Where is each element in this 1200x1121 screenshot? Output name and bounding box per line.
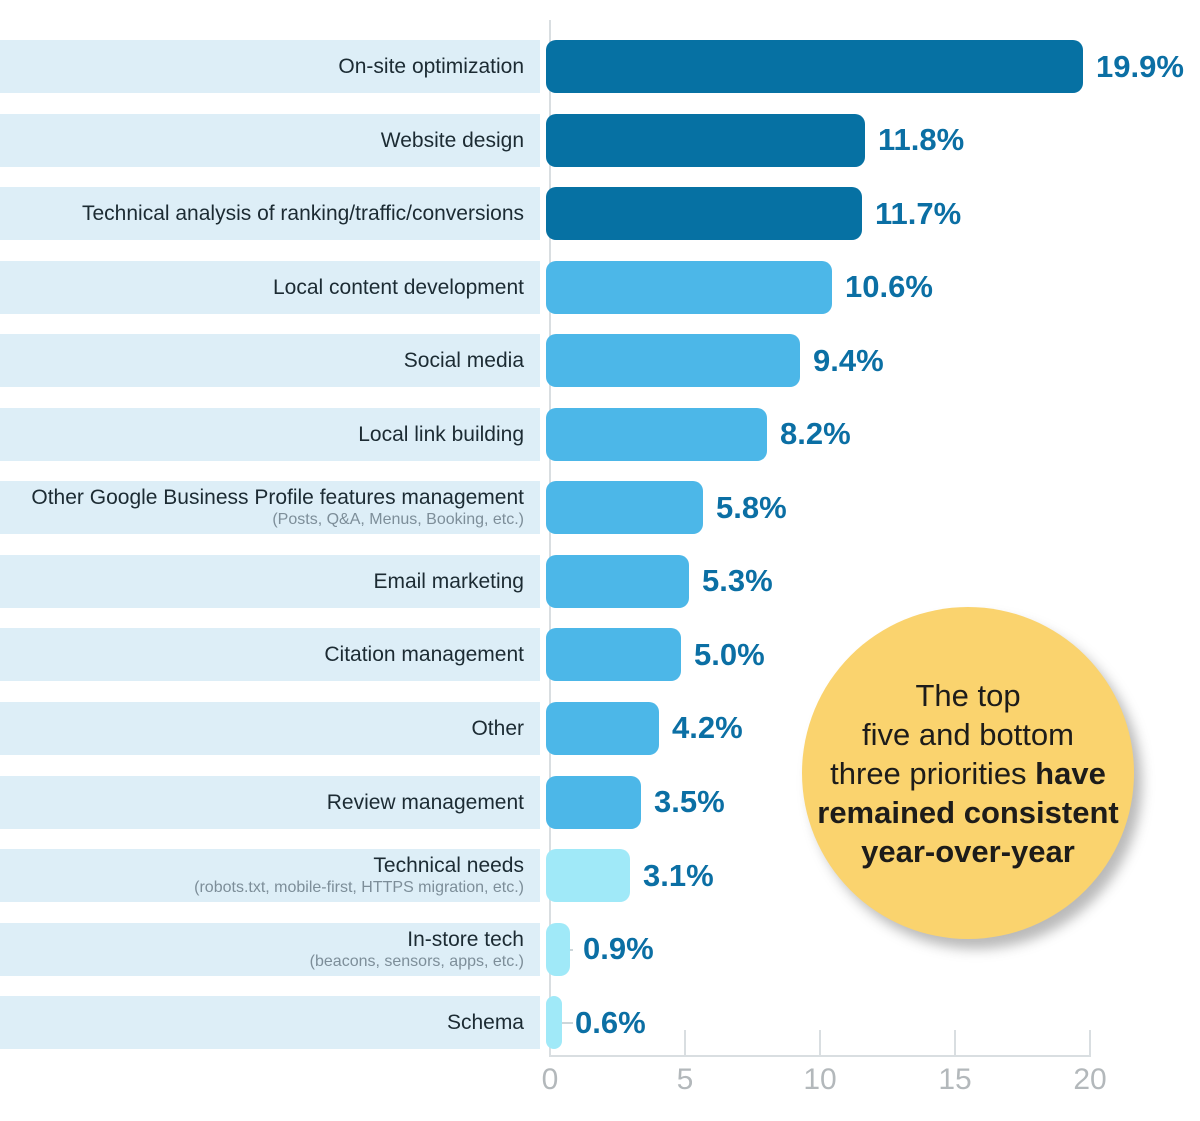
callout-line: remained consistent xyxy=(817,793,1118,832)
chart-row: Website design 11.8% xyxy=(0,113,1200,167)
chart-row: Email marketing 5.3% xyxy=(0,554,1200,608)
callout-line: three priorities have xyxy=(830,754,1106,793)
bar-value-label: 3.5% xyxy=(654,784,725,819)
callout-line: five and bottom xyxy=(862,715,1074,754)
category-label-band: Other Google Business Profile features m… xyxy=(0,481,540,535)
x-axis-tick-label: 5 xyxy=(676,1063,694,1096)
callout-line: year-over-year xyxy=(861,832,1075,871)
bar-value-label: 5.0% xyxy=(694,636,765,672)
bar-value-label: 10.6% xyxy=(845,269,933,305)
x-axis-tick xyxy=(1089,1030,1091,1055)
category-sublabel: (robots.txt, mobile-first, HTTPS migrati… xyxy=(194,879,524,897)
x-axis-tick xyxy=(819,1030,821,1055)
chart-row: Other 4.2% xyxy=(0,701,1200,755)
category-label: Website design xyxy=(380,128,524,152)
category-label-band: Schema xyxy=(0,996,540,1050)
bar xyxy=(546,849,630,903)
bar xyxy=(546,113,865,167)
bar-value-label: 5.3% xyxy=(702,563,773,599)
chart-row: Review management 3.5% xyxy=(0,775,1200,829)
category-label: Citation management xyxy=(324,643,524,667)
bar xyxy=(546,481,703,535)
bar-value-label: 3.1% xyxy=(643,857,714,893)
bar xyxy=(546,922,570,976)
category-label: Local content development xyxy=(272,275,524,299)
y-axis-line xyxy=(549,20,551,1057)
category-label-band: Website design xyxy=(0,113,540,167)
bar-value-label: 0.9% xyxy=(583,931,654,967)
chart-row: Technical needs (robots.txt, mobile-first… xyxy=(0,849,1200,903)
bar xyxy=(546,407,767,461)
category-label: Other xyxy=(471,716,524,740)
chart-row: In-store tech (beacons, sensors, apps, et… xyxy=(0,922,1200,976)
x-axis-tick-label: 10 xyxy=(803,1063,837,1096)
chart-row: Other Google Business Profile features m… xyxy=(0,481,1200,535)
bar-value-label: 11.8% xyxy=(878,122,965,158)
callout-text-bold: remained consistent xyxy=(817,794,1119,830)
chart-row: Citation management 5.0% xyxy=(0,628,1200,682)
category-label: Technical analysis of ranking/traffic/co… xyxy=(82,202,524,226)
bar xyxy=(546,628,681,682)
category-label-band: Technical needs (robots.txt, mobile-first… xyxy=(0,849,540,903)
callout-line: The top xyxy=(915,676,1020,715)
callout-text-regular: The top xyxy=(915,677,1021,713)
category-sublabel: (beacons, sensors, apps, etc.) xyxy=(309,952,524,970)
bar-value-label: 5.8% xyxy=(716,489,787,525)
callout-bubble: The top five and bottom three priorities h… xyxy=(802,607,1134,939)
callout-text-regular: five and bottom xyxy=(862,716,1074,752)
x-axis-line xyxy=(549,1055,1091,1057)
bar-value-label: 8.2% xyxy=(780,416,851,452)
callout-text-bold: have xyxy=(1035,755,1106,791)
callout-text-regular: three priorities xyxy=(830,755,1036,791)
category-label-band: In-store tech (beacons, sensors, apps, et… xyxy=(0,922,540,976)
chart-row: Technical analysis of ranking/traffic/co… xyxy=(0,187,1200,241)
bar xyxy=(546,996,562,1050)
category-label-band: Local link building xyxy=(0,407,540,461)
category-label: Email marketing xyxy=(373,569,524,593)
chart-row: On-site optimization 19.9% xyxy=(0,40,1200,93)
chart-row: Social media 9.4% xyxy=(0,334,1200,388)
bar xyxy=(546,187,862,241)
x-axis-tick-label: 0 xyxy=(541,1063,559,1096)
category-label: On-site optimization xyxy=(338,55,524,78)
x-axis-tick xyxy=(684,1030,686,1055)
x-axis-tick-label: 15 xyxy=(938,1063,972,1096)
category-label-band: Local content development xyxy=(0,260,540,314)
chart-row: Local content development 10.6% xyxy=(0,260,1200,314)
category-label: Technical needs xyxy=(373,854,524,878)
x-axis-tick xyxy=(954,1030,956,1055)
callout-text-bold: year-over-year xyxy=(861,833,1075,869)
bar-value-label: 4.2% xyxy=(672,710,743,746)
bar xyxy=(546,334,800,388)
chart-row: Schema 0.6% xyxy=(0,996,1200,1050)
category-label: Local link building xyxy=(358,422,524,446)
bar xyxy=(546,40,1083,93)
bar xyxy=(546,260,832,314)
bar xyxy=(546,701,659,755)
category-label: Other Google Business Profile features m… xyxy=(31,486,524,510)
category-label: Review management xyxy=(326,790,524,814)
x-axis-tick-label: 20 xyxy=(1073,1063,1107,1096)
category-label-band: Review management xyxy=(0,775,540,829)
category-label-band: Social media xyxy=(0,334,540,388)
bar-value-label: 11.7% xyxy=(875,195,962,231)
bar-value-label: 0.6% xyxy=(575,1004,646,1040)
chart-row: Local link building 8.2% xyxy=(0,407,1200,461)
category-label-band: Citation management xyxy=(0,628,540,682)
bar xyxy=(546,775,641,829)
bar-value-label: 19.9% xyxy=(1096,48,1184,84)
category-label-band: Other xyxy=(0,701,540,755)
category-sublabel: (Posts, Q&A, Menus, Booking, etc.) xyxy=(272,511,524,529)
category-label-band: Email marketing xyxy=(0,554,540,608)
category-label: In-store tech xyxy=(407,927,524,951)
bar xyxy=(546,554,689,608)
category-label-band: On-site optimization xyxy=(0,40,540,93)
bar-value-label: 9.4% xyxy=(813,342,884,378)
category-label-band: Technical analysis of ranking/traffic/co… xyxy=(0,187,540,241)
category-label: Social media xyxy=(403,349,524,373)
category-label: Schema xyxy=(446,1011,524,1035)
